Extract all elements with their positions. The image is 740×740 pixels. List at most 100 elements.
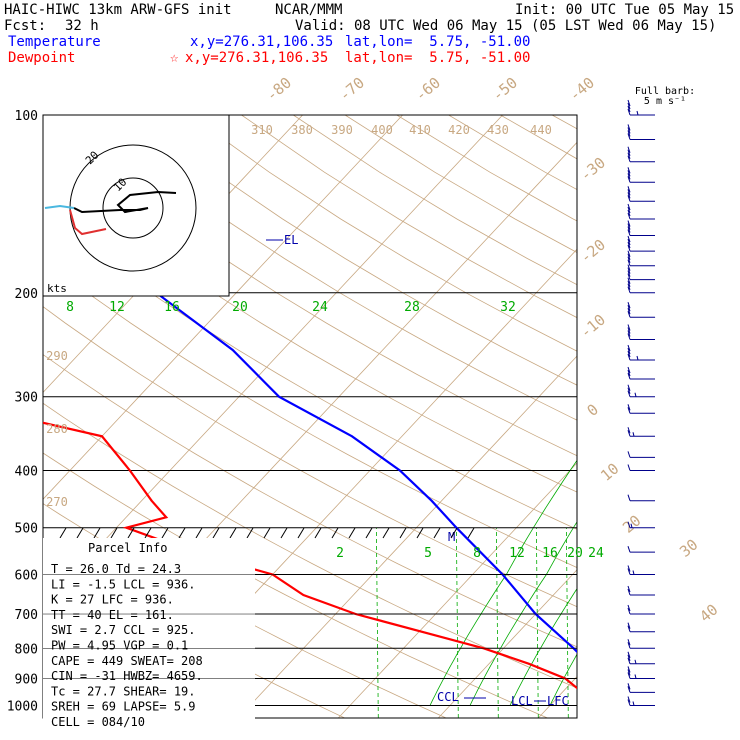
parcel-info-row: SWI = 2.7 CCL = 925. [51,623,196,637]
dry-adiabat-label: 410 [409,123,431,137]
wind-barb-flag [627,696,631,703]
wind-barb-flag [627,223,631,230]
hatch-mark [314,527,322,539]
dewpoint-point [38,396,40,398]
valid-time: Valid: 08 UTC Wed 06 May 15 (05 LST Wed … [295,18,717,34]
wind-barb-flag [627,209,631,217]
wind-barb-flag [627,130,631,137]
wind-barb-flag [627,256,631,263]
moist-adiabat-label: 20 [232,300,248,315]
hatch-mark [416,527,424,539]
parcel-info-bg [43,538,255,723]
wind-barbs: Full barb:5 m s⁻¹ [627,86,695,706]
dewpoint-point [165,516,168,519]
wind-barb-flag [627,464,631,471]
wind-barb-flag [627,546,631,553]
mixing-ratio-label: 20 [567,546,583,561]
lcl-label: LCL [511,694,533,708]
dewpoint-point [129,469,131,472]
wind-barb-flag [627,327,631,334]
wind-barb-flag [627,451,631,458]
hatch-mark [212,527,220,539]
parcel-info-row: CELL = 084/10 [51,715,145,729]
wind-barb-flag [627,657,631,664]
isotherm-label: -30 [577,154,609,185]
hatch-mark [280,527,288,539]
wind-barb-flag [627,384,631,391]
wind-barb-flag [627,407,631,414]
hatch-mark [399,527,407,539]
wind-barb-flag [627,672,631,679]
dry-adiabat-line [500,115,577,160]
moist-adiabat-line [630,293,740,706]
mixing-ratio-label: 24 [588,546,604,561]
hatch-mark [263,527,271,539]
parcel-info-row: LI = -1.5 LCL = 936. [51,577,196,591]
wind-barb-flag [627,369,631,377]
hatch-mark [161,527,169,539]
isotherm-line [337,462,577,719]
wind-barb-flag [627,350,631,358]
parcel-info-row: SREH = 69 LAPSE= 5.9 [51,700,196,714]
mixing-ratio-line [495,527,499,719]
wind-barb-flag [627,238,631,246]
wind-barb-flag [627,253,631,260]
wind-barb-flag [627,277,631,284]
pressure-tick-label: 600 [15,568,38,583]
parcel-info-row: CIN = -31 HWBZ= 4659. [51,669,203,683]
wind-barb-half [636,355,639,361]
dry-adiabat-label: 390 [331,123,353,137]
wind-barb-flag [627,152,631,159]
star-icon: ☆ [170,50,179,66]
temperature-point [611,691,613,693]
moist-adiabat-line [590,293,740,706]
wind-barb-flag [627,264,631,271]
dewpoint-point [302,594,305,596]
wind-barb-flag [627,607,631,615]
temperature-label: Temperature [8,34,101,50]
wind-barb-flag [627,669,631,676]
dry-adiabat-label: 430 [487,123,509,137]
wind-barb-flag [627,494,631,501]
wind-barb-flag [627,625,631,632]
pressure-tick-label: 900 [15,672,38,687]
hatch-mark [93,527,101,539]
mixing-ratio-label: 16 [542,546,558,561]
wind-barb-flag [627,108,631,116]
mixing-ratio-line [606,528,608,718]
dry-adiabat-line [0,115,41,718]
isotherm-label: -20 [577,236,609,267]
isotherm-line [537,676,577,719]
theta-label: 270 [46,495,68,509]
dewpoint-point [2,349,4,351]
parcel-info-panel: Parcel Info T = 26.0 Td = 24.3LI = -1.5 L… [43,538,577,729]
wind-barb-flag [627,124,631,131]
wind-barb-flag [627,372,631,380]
dewpoint-point [125,526,128,529]
hodograph-trace-lower [69,209,107,236]
el-label: EL [284,233,298,247]
wind-barb-flag [627,604,631,612]
theta-label: 290 [46,349,68,363]
hatch-mark [127,527,135,539]
wind-barb-flag [627,267,631,274]
wind-barb-flag [627,651,631,658]
wind-barb-flag [627,250,631,257]
wind-barb-half [634,674,637,679]
isotherm-line [437,569,577,719]
moist-adiabat-line [549,653,577,706]
wind-barb-flag [627,244,631,252]
barb-legend-unit: 5 m s⁻¹ [644,96,686,107]
isotherm-line [237,355,577,719]
mixing-ratio-line [535,527,539,719]
hatch-mark [433,527,441,539]
moist-adiabat-label: 32 [500,300,516,315]
pressure-tick-label: 500 [15,522,38,537]
pressure-tick-label: 1000 [7,699,38,714]
dry-adiabat-line [86,115,577,421]
parcel-info-row: PW = 4.95 VGP = 0.1 [51,639,188,653]
isotherm-line [638,115,740,718]
wind-barb-half [634,392,637,397]
dry-adiabat-label: 380 [291,123,313,137]
dry-adiabat-line [43,402,577,689]
